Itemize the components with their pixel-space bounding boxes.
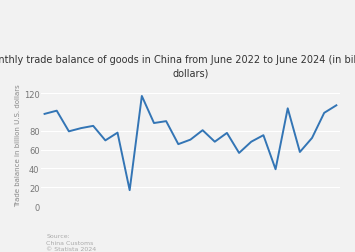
Y-axis label: Trade balance in billion U.S. dollars: Trade balance in billion U.S. dollars (15, 84, 21, 206)
Title: Monthly trade balance of goods in China from June 2022 to June 2024 (in billion : Monthly trade balance of goods in China … (0, 55, 355, 78)
Text: Source:
China Customs
© Statista 2024: Source: China Customs © Statista 2024 (46, 233, 97, 251)
